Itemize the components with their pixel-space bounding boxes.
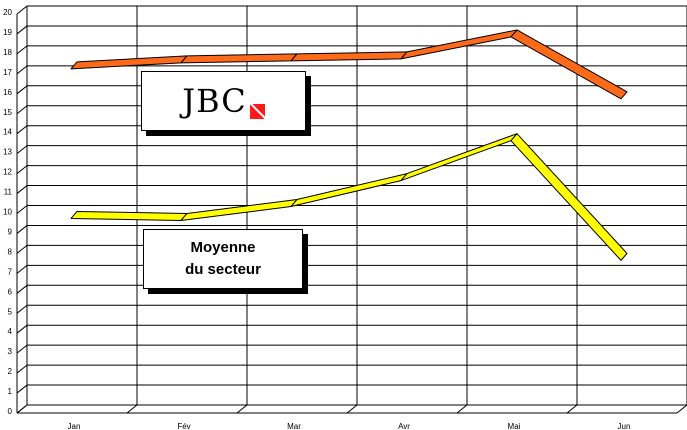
h-gridline-side bbox=[16, 185, 28, 194]
h-gridline-side bbox=[16, 324, 28, 334]
series-segment bbox=[290, 51, 408, 62]
y-tick-label: 17 bbox=[3, 68, 12, 77]
y-tick-label: 0 bbox=[8, 407, 13, 416]
legend-moyenne: Moyenne du secteur bbox=[143, 229, 303, 289]
h-gridline-side bbox=[16, 205, 28, 214]
h-gridline-side bbox=[16, 284, 28, 294]
series-segment bbox=[290, 173, 408, 208]
y-tick-label: 13 bbox=[3, 148, 12, 157]
grid bbox=[16, 5, 687, 414]
x-tick-label: Jan bbox=[68, 422, 81, 430]
y-tick-label: 7 bbox=[8, 267, 13, 276]
x-tick-label: Fév bbox=[177, 422, 190, 430]
legend-jbc: JBC bbox=[141, 71, 306, 131]
floor-gridline bbox=[566, 404, 578, 414]
y-tick-label: 16 bbox=[3, 88, 12, 97]
h-gridline-side bbox=[16, 145, 28, 155]
floor-gridline bbox=[236, 404, 248, 414]
y-tick-label: 4 bbox=[8, 327, 13, 336]
floor-gridline bbox=[676, 404, 687, 414]
series-segment bbox=[400, 133, 518, 182]
h-gridline-side bbox=[16, 384, 28, 394]
x-tick-label: Mai bbox=[508, 422, 521, 430]
y-tick-label: 14 bbox=[3, 128, 12, 137]
y-tick-label: 8 bbox=[8, 247, 13, 256]
x-tick-label: Mar bbox=[287, 422, 301, 430]
series-segment bbox=[510, 133, 628, 261]
legend-moyenne-line2: du secteur bbox=[185, 261, 261, 278]
y-tick-label: 10 bbox=[3, 208, 12, 217]
h-gridline-side bbox=[16, 105, 28, 115]
x-tick-label: Avr bbox=[398, 422, 410, 430]
y-tick-label: 1 bbox=[8, 387, 13, 396]
series-segment bbox=[70, 55, 188, 70]
y-tick-label: 2 bbox=[8, 367, 13, 376]
series-jbc bbox=[70, 29, 628, 100]
x-axis-tick-labels: Jan Fév Mar Avr Mai Jun bbox=[68, 422, 631, 430]
series-segment bbox=[180, 53, 298, 64]
y-tick-label: 11 bbox=[4, 188, 13, 197]
h-gridline-side bbox=[16, 25, 28, 35]
y-tick-label: 3 bbox=[8, 347, 13, 356]
h-gridline-side bbox=[16, 85, 28, 95]
h-gridline-side bbox=[16, 264, 28, 274]
floor-gridline bbox=[16, 404, 28, 414]
legend-moyenne-line1: Moyenne bbox=[190, 239, 256, 256]
h-gridline-side bbox=[16, 225, 28, 234]
y-tick-label: 5 bbox=[8, 307, 13, 316]
floor-gridline bbox=[126, 404, 138, 414]
jbc-logo-mark-icon bbox=[249, 103, 265, 119]
series-group bbox=[70, 29, 628, 261]
floor-gridline bbox=[346, 404, 358, 414]
y-tick-label: 20 bbox=[3, 8, 12, 17]
h-gridline-side bbox=[16, 364, 28, 374]
jbc-logo: JBC bbox=[182, 82, 247, 120]
y-tick-label: 9 bbox=[8, 227, 13, 236]
series-moyenne bbox=[70, 133, 628, 261]
y-tick-label: 12 bbox=[3, 168, 12, 177]
series-segment bbox=[510, 29, 628, 100]
series-segment bbox=[70, 210, 188, 221]
h-gridline-side bbox=[16, 304, 28, 314]
y-tick-label: 19 bbox=[3, 28, 12, 37]
h-gridline-side bbox=[16, 65, 28, 75]
h-gridline-side bbox=[16, 245, 28, 254]
h-gridline-side bbox=[16, 344, 28, 354]
h-gridline-side bbox=[16, 165, 28, 174]
h-gridline-side bbox=[16, 125, 28, 135]
series-segment bbox=[400, 29, 518, 60]
h-gridline-side bbox=[16, 5, 28, 15]
floor-gridline bbox=[456, 404, 468, 414]
y-tick-label: 6 bbox=[8, 287, 13, 296]
y-tick-label: 15 bbox=[3, 108, 12, 117]
y-tick-label: 18 bbox=[3, 48, 12, 57]
series-segment bbox=[180, 199, 298, 221]
x-tick-label: Jun bbox=[618, 422, 631, 430]
h-gridline-side bbox=[16, 45, 28, 55]
